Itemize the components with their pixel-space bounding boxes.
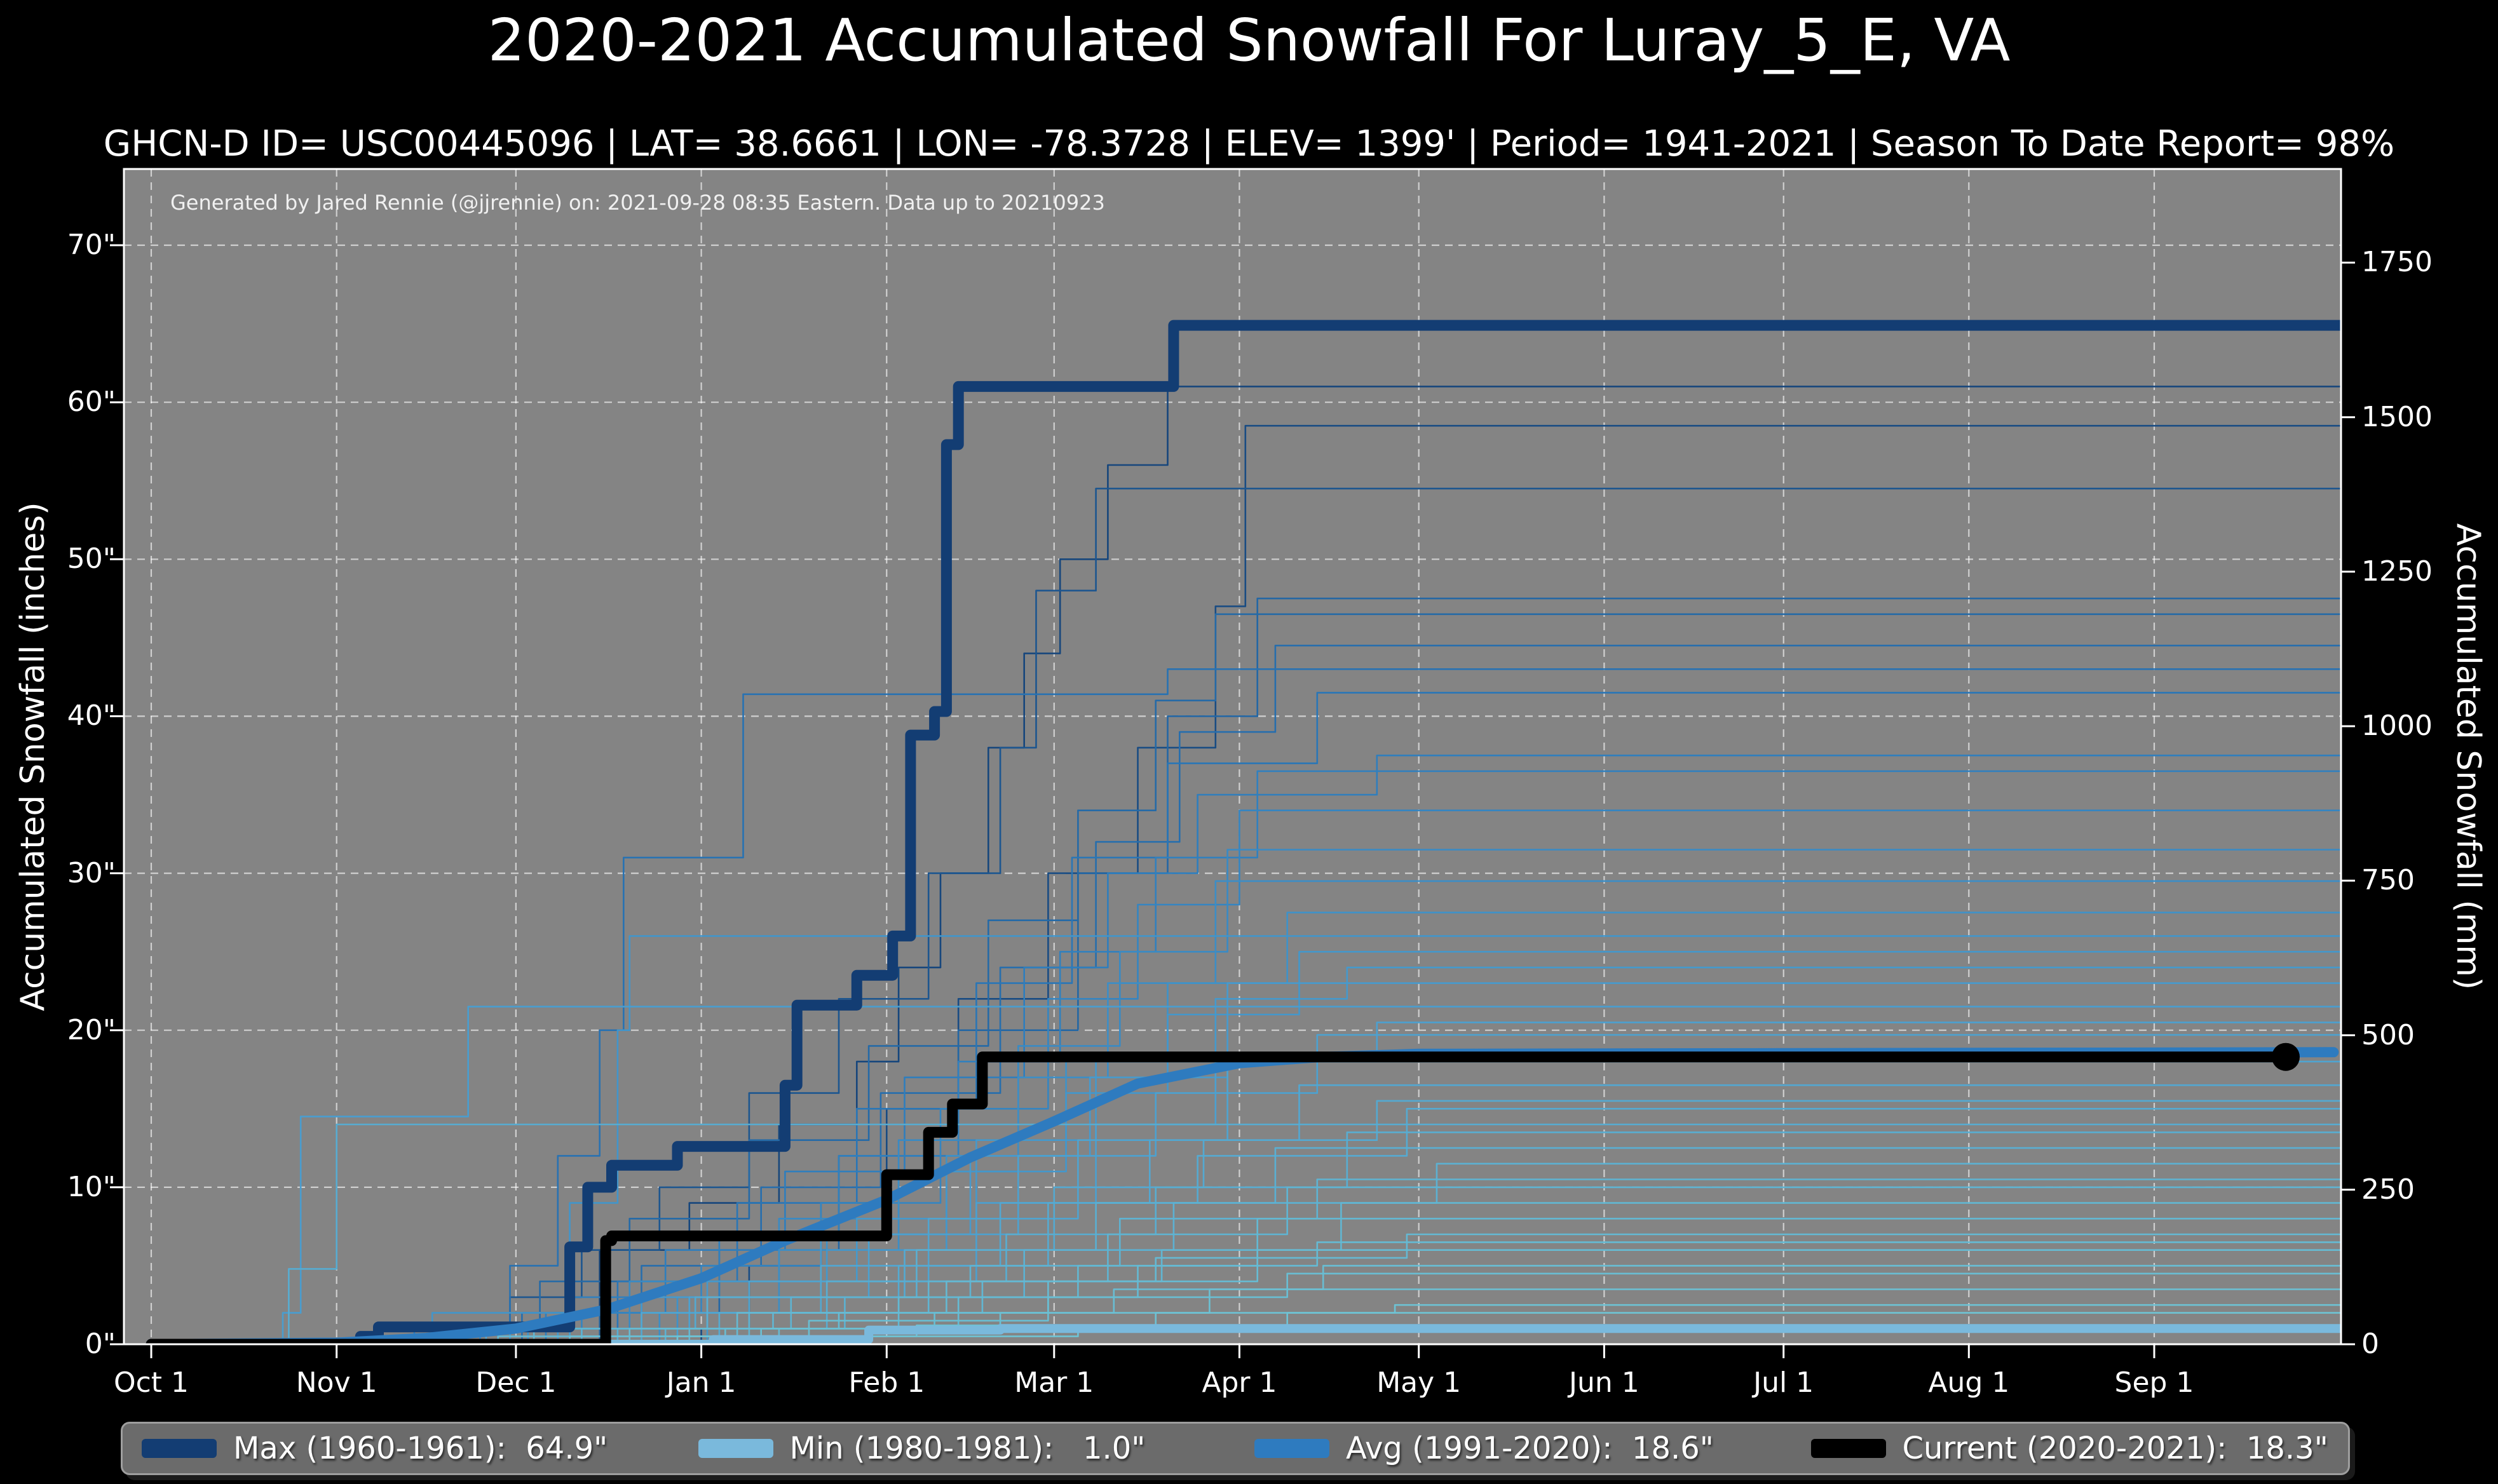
axes-spines — [123, 168, 2342, 1346]
legend: Max (1960-1961): 64.9" Min (1980-1981): … — [121, 1422, 2350, 1475]
y-tick-mm: 1750 — [2361, 246, 2433, 279]
current-line — [146, 1051, 2291, 1344]
x-tick-month: Feb 1 — [848, 1366, 925, 1399]
y-tick-inches: 50" — [67, 543, 116, 576]
attribution-note: Generated by Jared Rennie (@jjrennie) on… — [170, 191, 1105, 215]
legend-swatch-max — [142, 1439, 217, 1458]
season-line — [150, 668, 2340, 1344]
legend-label-avg: Avg (1991-2020): 18.6" — [1346, 1431, 1714, 1466]
y-tick-mm: 750 — [2361, 864, 2415, 897]
y-tick-inches: 10" — [67, 1170, 116, 1203]
x-tick-month: Jun 1 — [1569, 1366, 1639, 1399]
y-tick-mm: 500 — [2361, 1018, 2415, 1051]
y-tick-inches: 30" — [67, 856, 116, 889]
y-tick-inches: 70" — [67, 229, 116, 262]
x-tick-month: Nov 1 — [295, 1366, 377, 1399]
y-tick-inches: 0" — [85, 1328, 116, 1360]
legend-item-min: Min (1980-1981): 1.0" — [679, 1431, 1236, 1466]
season-line — [150, 1163, 2340, 1344]
y-tick-mm: 0 — [2361, 1328, 2379, 1360]
y-tick-mm: 250 — [2361, 1173, 2415, 1206]
legend-label-max: Max (1960-1961): 64.9" — [233, 1431, 608, 1466]
plot-background — [124, 169, 2341, 1344]
y-tick-mm: 1000 — [2361, 710, 2433, 743]
chart-subtitle: GHCN-D ID= USC00445096 | LAT= 38.6661 | … — [103, 123, 2395, 165]
season-line — [150, 1123, 2340, 1344]
x-tick-month: Jul 1 — [1753, 1366, 1814, 1399]
x-tick-month: Jan 1 — [666, 1366, 737, 1399]
y-axis-label-mm: Accumulated Snowfall (mm) — [2449, 523, 2487, 990]
y-tick-inches: 60" — [67, 386, 116, 419]
season-line — [150, 1131, 2340, 1344]
x-tick-month: Apr 1 — [1202, 1366, 1277, 1399]
season-line — [150, 487, 2340, 1344]
season-line — [150, 1084, 2340, 1344]
y-axis-label-inches: Accumulated Snowfall (inches) — [14, 502, 52, 1011]
legend-label-min: Min (1980-1981): 1.0" — [789, 1431, 1146, 1466]
legend-swatch-avg — [1254, 1439, 1329, 1458]
legend-item-current: Current (2020-2021): 18.3" — [1792, 1431, 2349, 1466]
y-tick-inches: 20" — [67, 1013, 116, 1046]
season-line — [150, 1233, 2340, 1344]
legend-label-current: Current (2020-2021): 18.3" — [1902, 1431, 2328, 1466]
legend-swatch-min — [698, 1439, 773, 1458]
y-tick-inches: 40" — [67, 699, 116, 732]
legend-item-max: Max (1960-1961): 64.9" — [123, 1431, 679, 1466]
chart-title: 2020-2021 Accumulated Snowfall For Luray… — [487, 6, 2011, 74]
x-tick-month: Oct 1 — [113, 1366, 189, 1399]
x-tick-month: Dec 1 — [475, 1366, 557, 1399]
x-tick-month: May 1 — [1376, 1366, 1462, 1399]
current-end-dot — [2272, 1042, 2300, 1071]
legend-item-avg: Avg (1991-2020): 18.6" — [1235, 1431, 1792, 1466]
x-tick-month: Sep 1 — [2114, 1366, 2194, 1399]
tick-marks — [110, 244, 2355, 1358]
legend-swatch-current — [1810, 1439, 1886, 1458]
y-tick-mm: 1500 — [2361, 400, 2433, 433]
y-tick-mm: 1250 — [2361, 555, 2433, 588]
x-tick-month: Mar 1 — [1014, 1366, 1094, 1399]
x-tick-month: Aug 1 — [1928, 1366, 2010, 1399]
